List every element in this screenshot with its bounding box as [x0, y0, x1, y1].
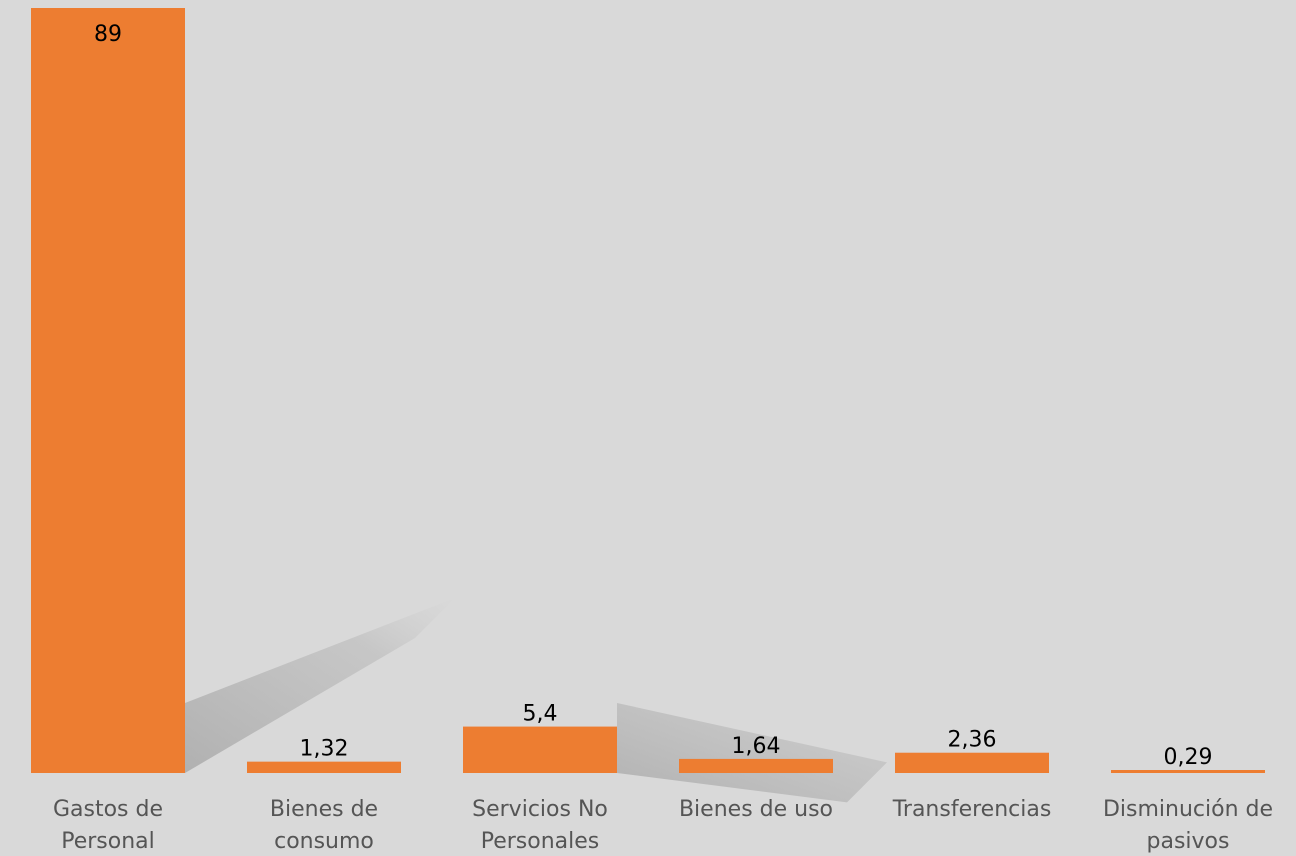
bar-shadow-0	[185, 598, 455, 773]
category-label-4: Transferencias	[892, 797, 1052, 822]
bar-2	[463, 726, 617, 773]
data-label-2: 5,4	[523, 702, 558, 727]
data-label-3: 1,64	[732, 734, 781, 759]
category-label-2: Servicios No Personales	[472, 797, 608, 854]
category-label-5: Disminución de pasivos	[1103, 797, 1273, 854]
category-label-0: Gastos de Personal	[53, 797, 163, 854]
category-label-1: Bienes de consumo	[270, 797, 378, 854]
data-label-4: 2,36	[948, 728, 997, 753]
bar-3	[679, 758, 833, 773]
bar-0	[31, 8, 185, 773]
bar-1	[247, 761, 401, 773]
category-label-3: Bienes de uso	[679, 797, 833, 822]
bar-shadows	[185, 598, 887, 803]
value-labels-group: 89 1,32 5,4 1,64 2,36 0,29	[94, 22, 1212, 770]
bar-shadow-2	[617, 703, 887, 803]
data-label-1: 1,32	[300, 737, 349, 762]
bar-4	[895, 752, 1049, 773]
data-label-0: 89	[94, 22, 122, 47]
bars-group	[31, 8, 1265, 773]
data-label-5: 0,29	[1164, 745, 1213, 770]
category-labels-group: Gastos de Personal Bienes de consumo Servici…	[53, 797, 1273, 854]
bar-5	[1111, 770, 1265, 773]
